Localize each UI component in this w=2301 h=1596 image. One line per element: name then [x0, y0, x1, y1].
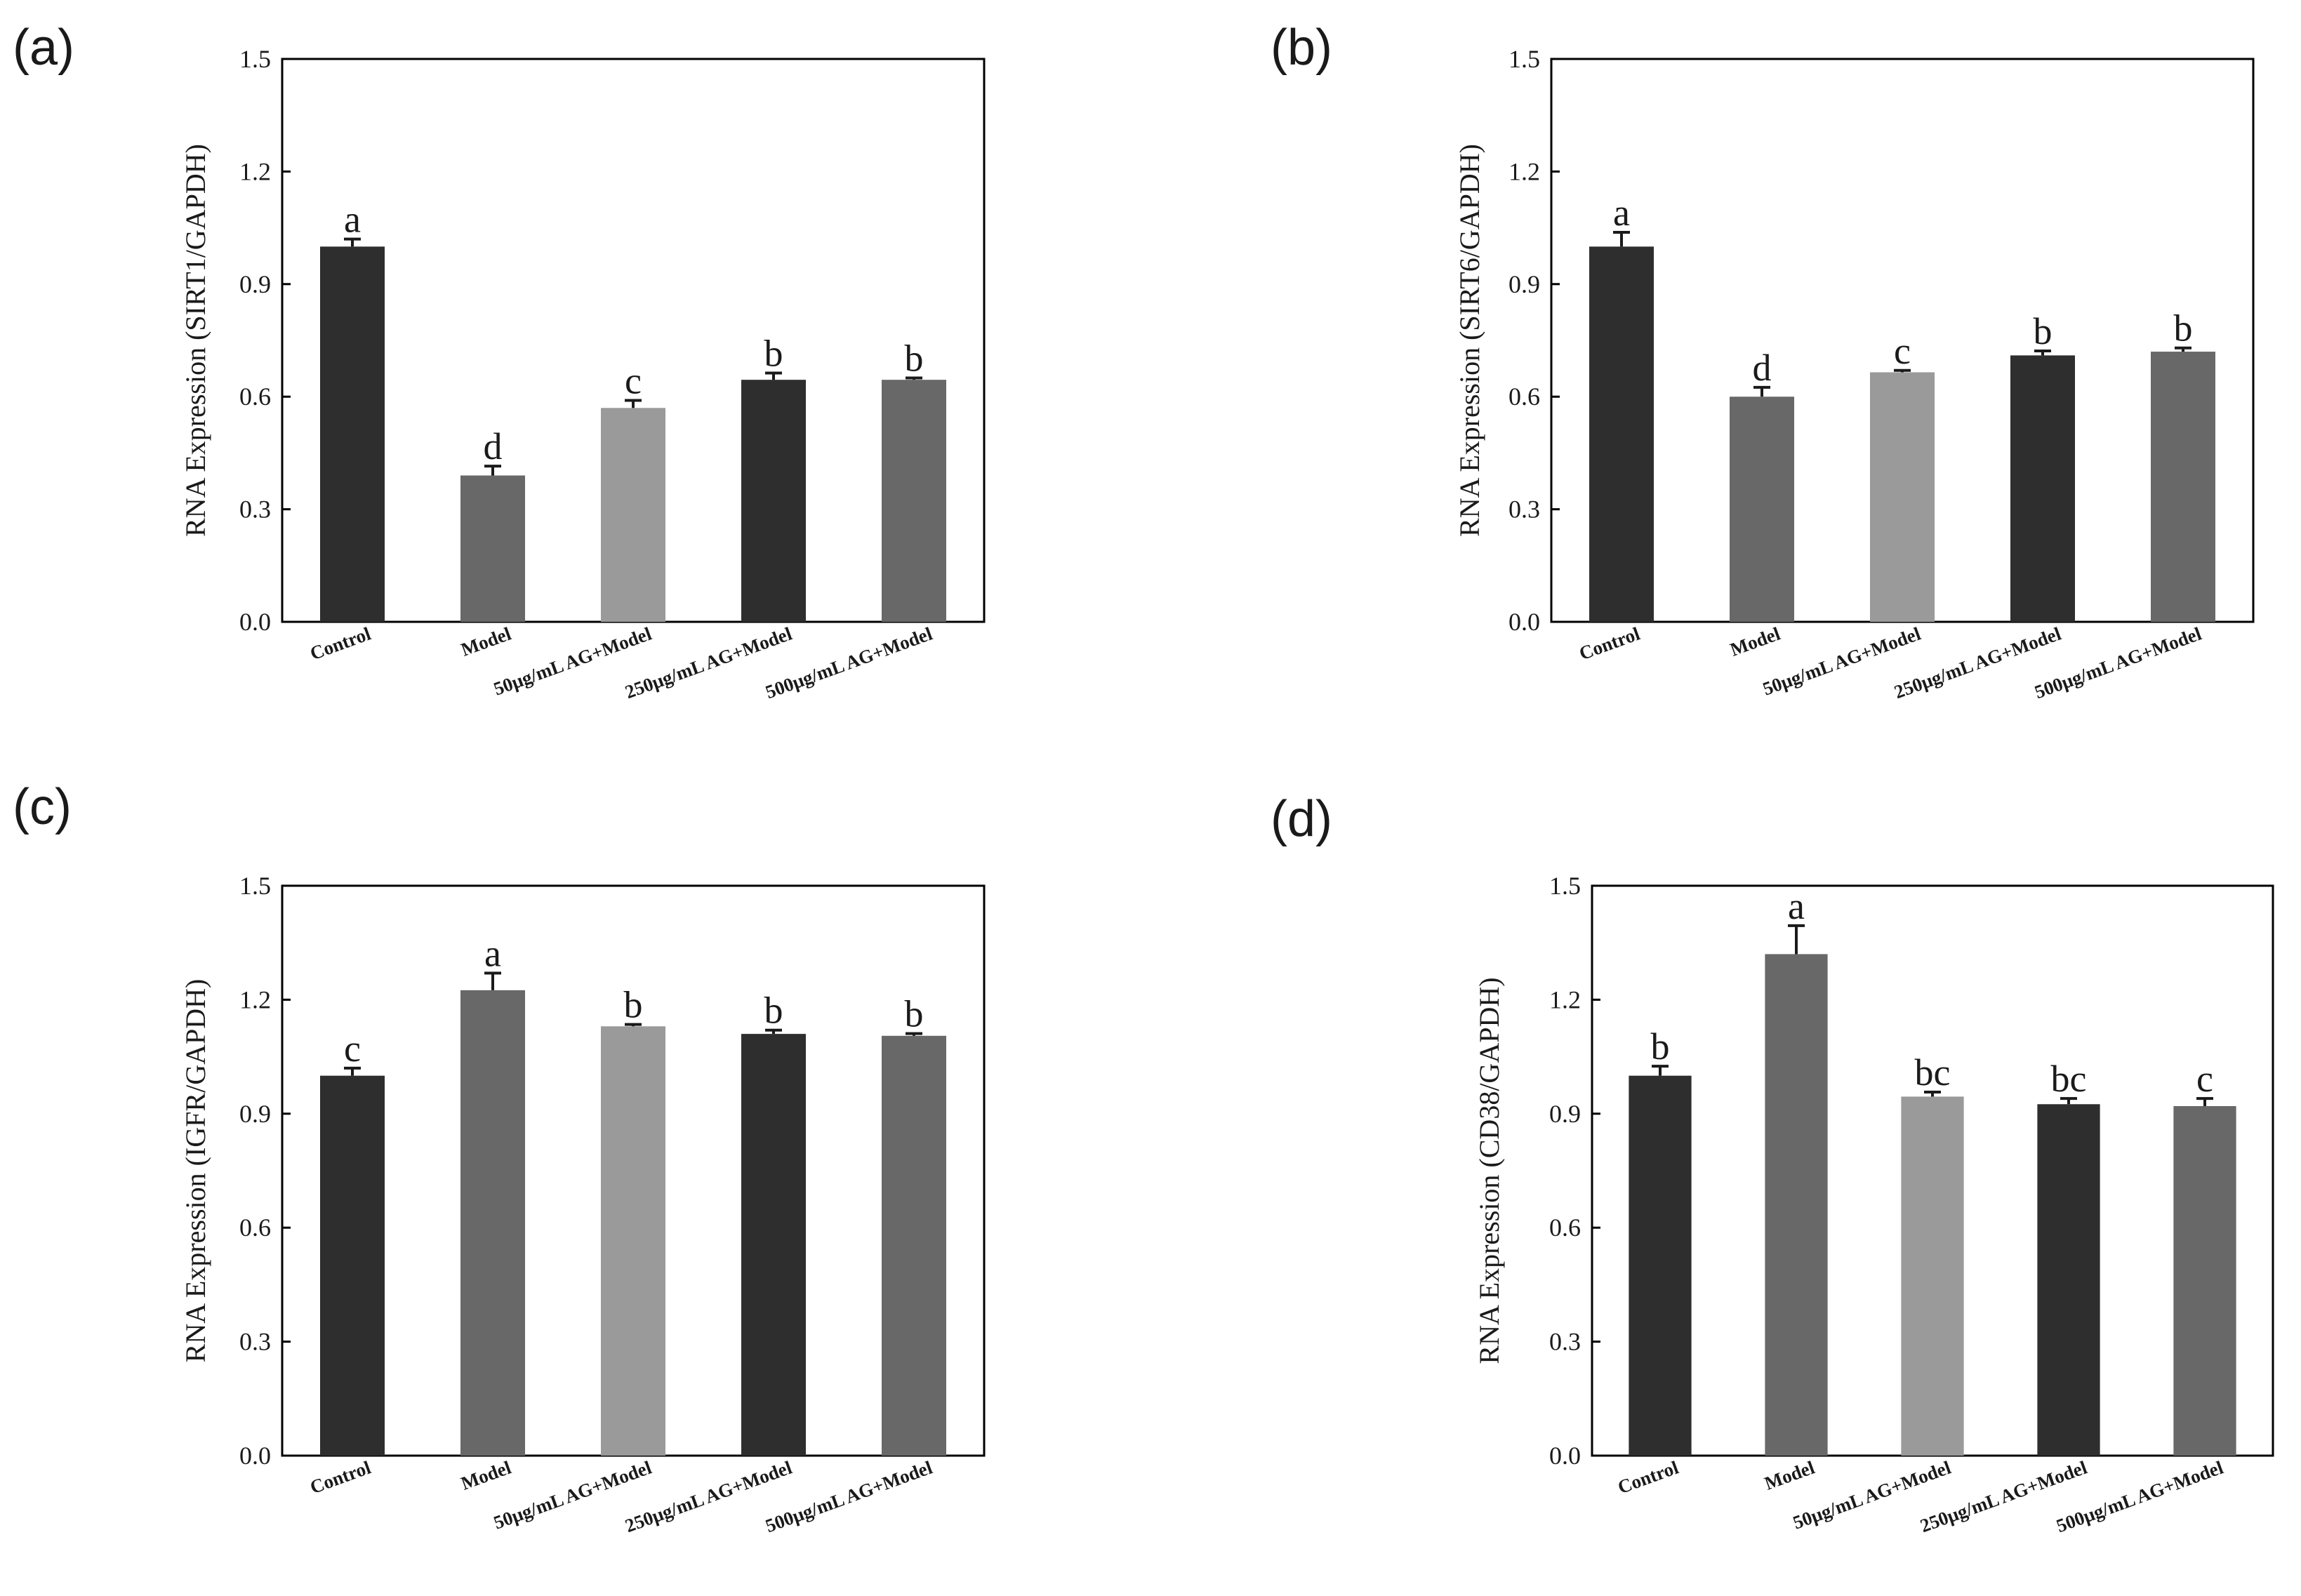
y-tick-label: 0.3 — [239, 1328, 271, 1356]
bar — [1730, 397, 1794, 622]
panel-label: (c) — [13, 779, 72, 835]
y-tick-label: 0.0 — [239, 608, 271, 636]
significance-label: b — [905, 993, 924, 1035]
x-tick-label: Control — [307, 623, 374, 664]
bar — [2037, 1104, 2100, 1456]
y-tick-label: 0.3 — [239, 496, 271, 524]
y-tick-label: 1.2 — [1549, 985, 1581, 1013]
panel-label: (d) — [1271, 791, 1332, 847]
significance-label: bc — [1915, 1051, 1951, 1093]
y-tick-label: 1.5 — [239, 45, 271, 73]
bar — [460, 475, 525, 622]
bar — [320, 246, 385, 622]
bar — [1589, 246, 1654, 622]
x-tick-label: Model — [458, 1456, 515, 1494]
significance-label: a — [484, 933, 501, 975]
bar — [1765, 954, 1828, 1456]
y-tick-label: 1.5 — [1549, 872, 1581, 900]
y-tick-label: 0.6 — [1508, 383, 1540, 411]
y-axis-title: RNA Expression (IGFR/GAPDH) — [180, 979, 211, 1363]
significance-label: c — [2196, 1058, 2213, 1100]
y-tick-label: 0.9 — [239, 1100, 271, 1128]
panel-label: (a) — [13, 20, 74, 76]
bar — [1629, 1075, 1692, 1456]
plot-area: 0.00.30.60.91.21.5cControlaModelb50μg/mL… — [239, 872, 986, 1536]
y-tick-label: 1.2 — [239, 985, 271, 1013]
x-tick-label: Model — [1728, 623, 1784, 660]
y-tick-label: 0.9 — [239, 270, 271, 298]
significance-label: b — [1651, 1025, 1670, 1068]
x-tick-label: Control — [1615, 1456, 1682, 1498]
bar — [320, 1075, 385, 1456]
x-tick-label: Model — [1762, 1456, 1818, 1494]
y-tick-label: 0.0 — [239, 1442, 271, 1470]
bar — [2173, 1105, 2236, 1456]
bar — [460, 990, 525, 1456]
significance-label: a — [344, 199, 361, 241]
y-axis-title: RNA Expression (SIRT6/GAPDH) — [1454, 144, 1485, 537]
significance-label: b — [624, 984, 643, 1026]
significance-label: d — [1753, 347, 1772, 389]
y-tick-label: 0.6 — [239, 1213, 271, 1242]
y-tick-label: 0.3 — [1508, 496, 1540, 524]
significance-label: b — [905, 337, 924, 379]
y-tick-label: 0.0 — [1508, 608, 1540, 636]
panel-d: (d) RNA Expression (CD38/GAPDH) 0.0 0.3 0.… — [1271, 791, 2274, 1536]
plot-area: 0.00.30.60.91.21.5bControlaModelbc50μg/m… — [1549, 872, 2274, 1536]
y-tick-label: 1.5 — [239, 872, 271, 900]
bar — [601, 1026, 665, 1456]
y-tick-label: 0.6 — [239, 383, 271, 411]
y-tick-label: 0.3 — [1549, 1328, 1581, 1356]
significance-label: b — [2034, 310, 2053, 352]
bar — [882, 1035, 946, 1456]
x-tick-label: Control — [1577, 623, 1643, 664]
significance-label: c — [344, 1028, 361, 1070]
bar — [2010, 355, 2075, 622]
y-tick-label: 0.9 — [1549, 1100, 1581, 1128]
y-tick-label: 0.9 — [1508, 270, 1540, 298]
significance-label: b — [764, 333, 783, 375]
significance-label: bc — [2051, 1058, 2087, 1100]
y-tick-label: 0.6 — [1549, 1213, 1581, 1242]
significance-label: c — [625, 360, 642, 402]
significance-label: b — [2174, 307, 2193, 350]
bar — [2151, 352, 2215, 622]
significance-label: b — [764, 990, 783, 1032]
bar — [741, 1034, 806, 1456]
y-tick-label: 1.2 — [239, 157, 271, 185]
panel-label: (b) — [1271, 20, 1332, 76]
x-tick-label: Control — [307, 1456, 374, 1498]
bar — [882, 380, 946, 622]
y-tick-label: 0.0 — [1549, 1442, 1581, 1470]
bar — [1870, 372, 1935, 622]
significance-label: a — [1788, 885, 1805, 927]
bar — [741, 380, 806, 622]
plot-area: 0.00.30.60.91.21.5aControldModelc50μg/mL… — [1508, 45, 2255, 703]
bar — [1901, 1096, 1964, 1456]
y-tick-label: 1.5 — [1508, 45, 1540, 73]
y-axis-title: RNA Expression (SIRT1/GAPDH) — [180, 144, 211, 537]
significance-label: a — [1613, 192, 1630, 234]
significance-label: c — [1894, 330, 1911, 372]
significance-label: d — [484, 425, 503, 467]
bar — [601, 408, 665, 622]
y-axis-title: RNA Expression (CD38/GAPDH) — [1473, 977, 1505, 1364]
panel-b: (b) RNA Expression (SIRT6/GAPDH) 0.0 0.3 0… — [1271, 20, 2255, 703]
y-tick-label: 1.2 — [1508, 157, 1540, 185]
panel-c: (c) RNA Expression (IGFR/GAPDH) 0.0 0.3 0.… — [13, 779, 986, 1536]
panel-a: (a) RNA Expression (SIRT1/GAPDH) 0.0 0.3 0… — [13, 20, 986, 703]
x-tick-label: Model — [458, 623, 515, 660]
plot-area: 0.00.30.60.91.21.5aControldModelc50μg/mL… — [239, 45, 986, 703]
